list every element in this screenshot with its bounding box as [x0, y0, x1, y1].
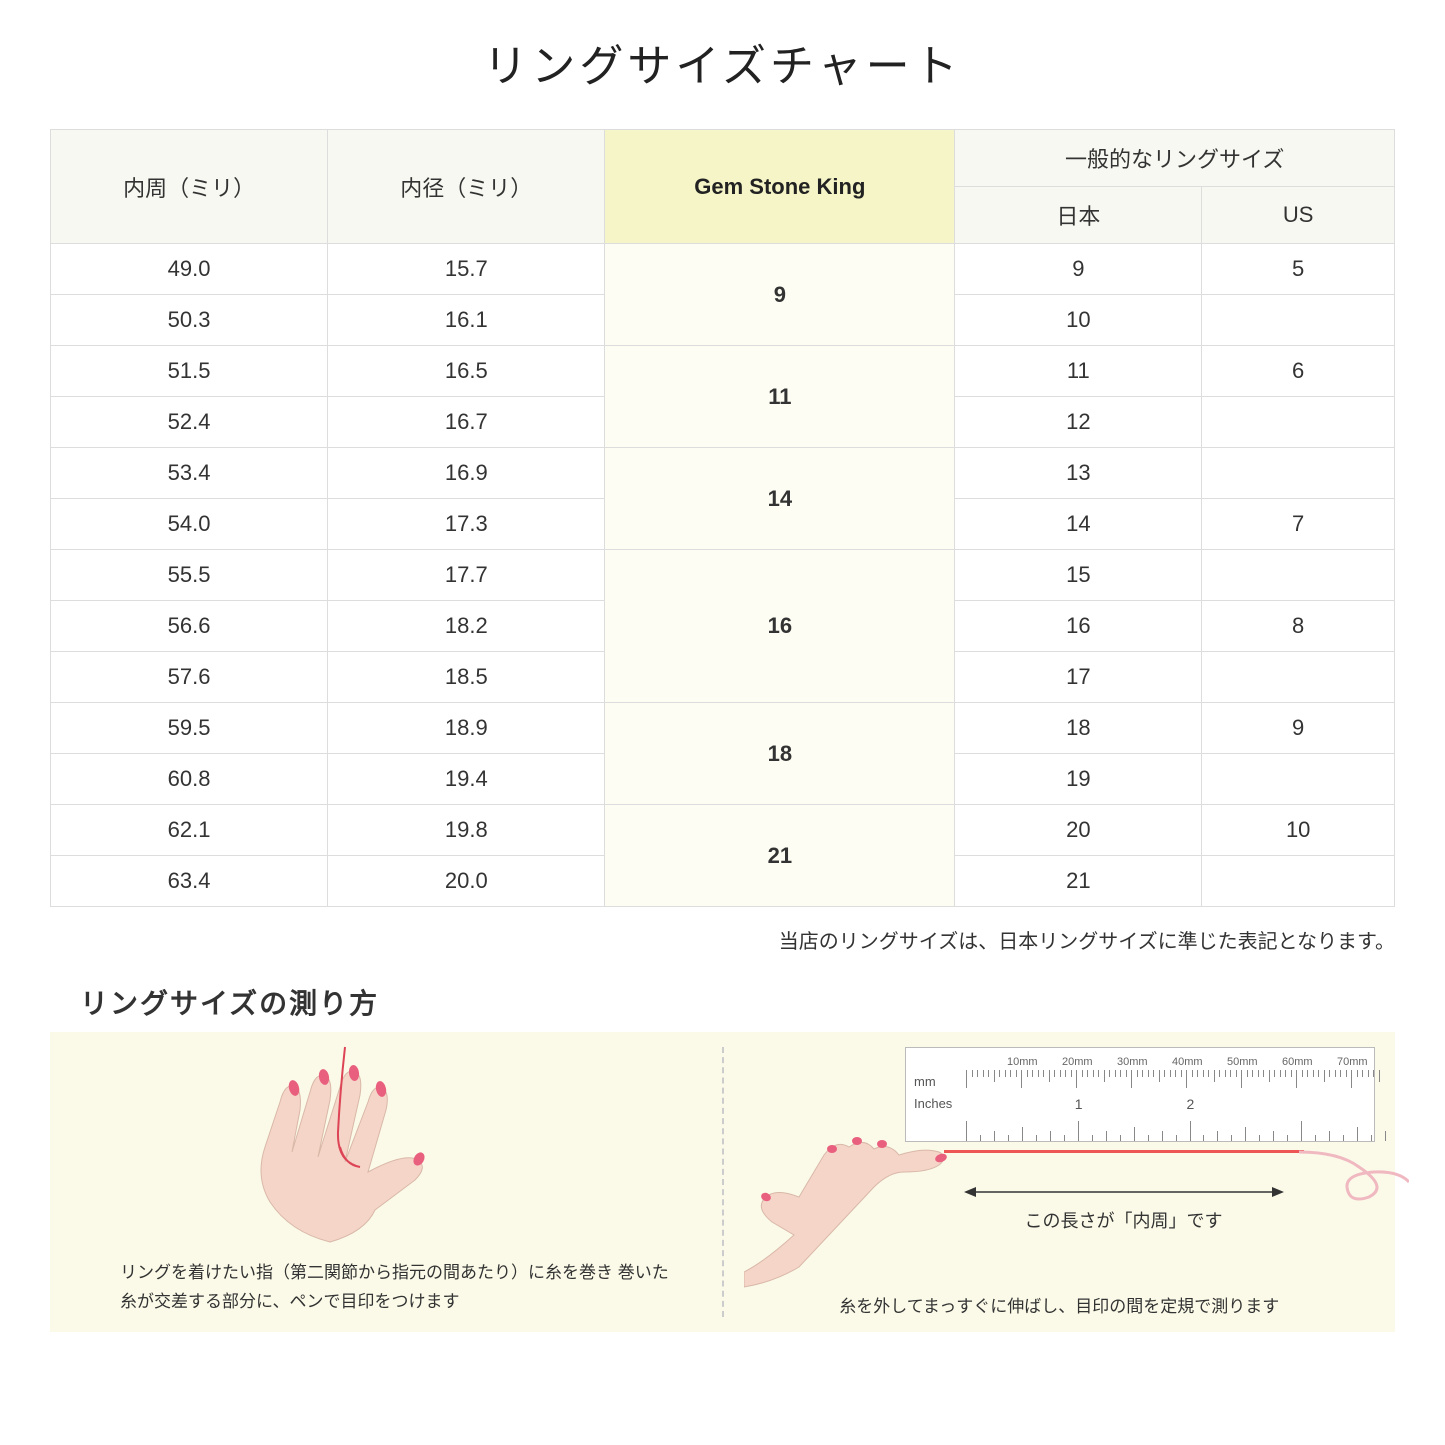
- cell-us: 9: [1202, 703, 1395, 754]
- measurement-arrow: [964, 1182, 1284, 1202]
- measure-left: リングを着けたい指（第二関節から指元の間あたり）に糸を巻き 巻いた糸が交差する部…: [50, 1032, 722, 1332]
- cell-diameter: 18.2: [328, 601, 605, 652]
- cell-diameter: 19.8: [328, 805, 605, 856]
- ruler-inch-mark: 1: [1075, 1096, 1083, 1112]
- col-general: 一般的なリングサイズ: [955, 130, 1395, 187]
- ruler-mm-mark: 50mm: [1227, 1056, 1258, 1068]
- cell-gem: 16: [605, 550, 955, 703]
- measure-right-caption: 糸を外してまっすぐに伸ばし、目印の間を定規で測ります: [774, 1292, 1346, 1317]
- cell-us: [1202, 856, 1395, 907]
- cell-us: 8: [1202, 601, 1395, 652]
- measure-left-caption: リングを着けたい指（第二関節から指元の間あたり）に糸を巻き 巻いた糸が交差する部…: [120, 1259, 682, 1317]
- cell-circumference: 53.4: [51, 448, 328, 499]
- cell-gem: 11: [605, 346, 955, 448]
- ruler-mm-mark: 20mm: [1062, 1056, 1093, 1068]
- cell-diameter: 16.5: [328, 346, 605, 397]
- cell-diameter: 15.7: [328, 244, 605, 295]
- hand-illustration-left: [190, 1032, 510, 1252]
- hand-illustration-right: [744, 1127, 964, 1292]
- table-row: 49.015.7995: [51, 244, 1395, 295]
- cell-us: [1202, 550, 1395, 601]
- table-row: 59.518.918189: [51, 703, 1395, 754]
- cell-diameter: 19.4: [328, 754, 605, 805]
- thread-curl: [1299, 1132, 1409, 1212]
- cell-circumference: 49.0: [51, 244, 328, 295]
- footnote: 当店のリングサイズは、日本リングサイズに準じた表記となります。: [50, 925, 1395, 954]
- cell-diameter: 16.9: [328, 448, 605, 499]
- measure-title: リングサイズの測り方: [50, 982, 1395, 1022]
- cell-us: [1202, 754, 1395, 805]
- table-row: 62.119.8212010: [51, 805, 1395, 856]
- cell-japan: 17: [955, 652, 1202, 703]
- cell-diameter: 16.7: [328, 397, 605, 448]
- ruler-mm-mark: 40mm: [1172, 1056, 1203, 1068]
- col-circumference: 内周（ミリ）: [51, 130, 328, 244]
- cell-japan: 18: [955, 703, 1202, 754]
- cell-circumference: 51.5: [51, 346, 328, 397]
- cell-japan: 16: [955, 601, 1202, 652]
- cell-circumference: 57.6: [51, 652, 328, 703]
- ruler-mm-mark: 10mm: [1007, 1056, 1038, 1068]
- cell-circumference: 62.1: [51, 805, 328, 856]
- cell-us: 6: [1202, 346, 1395, 397]
- cell-us: 10: [1202, 805, 1395, 856]
- ring-size-table: 内周（ミリ） 内径（ミリ） Gem Stone King 一般的なリングサイズ …: [50, 129, 1395, 907]
- page-title: リングサイズチャート: [50, 30, 1395, 94]
- cell-diameter: 17.7: [328, 550, 605, 601]
- cell-us: 7: [1202, 499, 1395, 550]
- col-japan: 日本: [955, 187, 1202, 244]
- cell-us: [1202, 397, 1395, 448]
- col-gem: Gem Stone King: [605, 130, 955, 244]
- cell-japan: 21: [955, 856, 1202, 907]
- cell-japan: 14: [955, 499, 1202, 550]
- cell-circumference: 60.8: [51, 754, 328, 805]
- table-row: 53.416.91413: [51, 448, 1395, 499]
- cell-gem: 9: [605, 244, 955, 346]
- cell-circumference: 59.5: [51, 703, 328, 754]
- cell-japan: 19: [955, 754, 1202, 805]
- cell-gem: 18: [605, 703, 955, 805]
- ruler-mm-mark: 60mm: [1282, 1056, 1313, 1068]
- cell-us: [1202, 448, 1395, 499]
- col-us: US: [1202, 187, 1395, 244]
- cell-circumference: 56.6: [51, 601, 328, 652]
- col-diameter: 内径（ミリ）: [328, 130, 605, 244]
- ruler-inches-label: Inches: [914, 1096, 952, 1111]
- thread-line: [944, 1150, 1304, 1153]
- cell-japan: 9: [955, 244, 1202, 295]
- cell-gem: 14: [605, 448, 955, 550]
- cell-circumference: 63.4: [51, 856, 328, 907]
- ruler-mm-mark: 70mm: [1337, 1056, 1368, 1068]
- cell-circumference: 54.0: [51, 499, 328, 550]
- cell-diameter: 17.3: [328, 499, 605, 550]
- cell-gem: 21: [605, 805, 955, 907]
- cell-japan: 11: [955, 346, 1202, 397]
- table-row: 51.516.511116: [51, 346, 1395, 397]
- cell-japan: 13: [955, 448, 1202, 499]
- cell-us: [1202, 295, 1395, 346]
- cell-japan: 12: [955, 397, 1202, 448]
- ruler-mm-mark: 30mm: [1117, 1056, 1148, 1068]
- table-row: 55.517.71615: [51, 550, 1395, 601]
- cell-circumference: 55.5: [51, 550, 328, 601]
- arrow-label: この長さが「内周」です: [964, 1207, 1284, 1233]
- ruler-inch-mark: 2: [1187, 1096, 1195, 1112]
- ruler-illustration: mm Inches 10mm 20mm 30mm 40mm 50mm 60mm 70mm 1 2: [905, 1047, 1375, 1142]
- cell-japan: 10: [955, 295, 1202, 346]
- cell-circumference: 50.3: [51, 295, 328, 346]
- measure-right: mm Inches 10mm 20mm 30mm 40mm 50mm 60mm 70mm 1 2 こ…: [724, 1032, 1396, 1332]
- cell-japan: 20: [955, 805, 1202, 856]
- cell-diameter: 18.5: [328, 652, 605, 703]
- cell-diameter: 16.1: [328, 295, 605, 346]
- cell-diameter: 20.0: [328, 856, 605, 907]
- cell-circumference: 52.4: [51, 397, 328, 448]
- cell-us: 5: [1202, 244, 1395, 295]
- cell-us: [1202, 652, 1395, 703]
- measure-panel: リングを着けたい指（第二関節から指元の間あたり）に糸を巻き 巻いた糸が交差する部…: [50, 1032, 1395, 1332]
- ruler-mm-label: mm: [914, 1074, 936, 1089]
- cell-diameter: 18.9: [328, 703, 605, 754]
- cell-japan: 15: [955, 550, 1202, 601]
